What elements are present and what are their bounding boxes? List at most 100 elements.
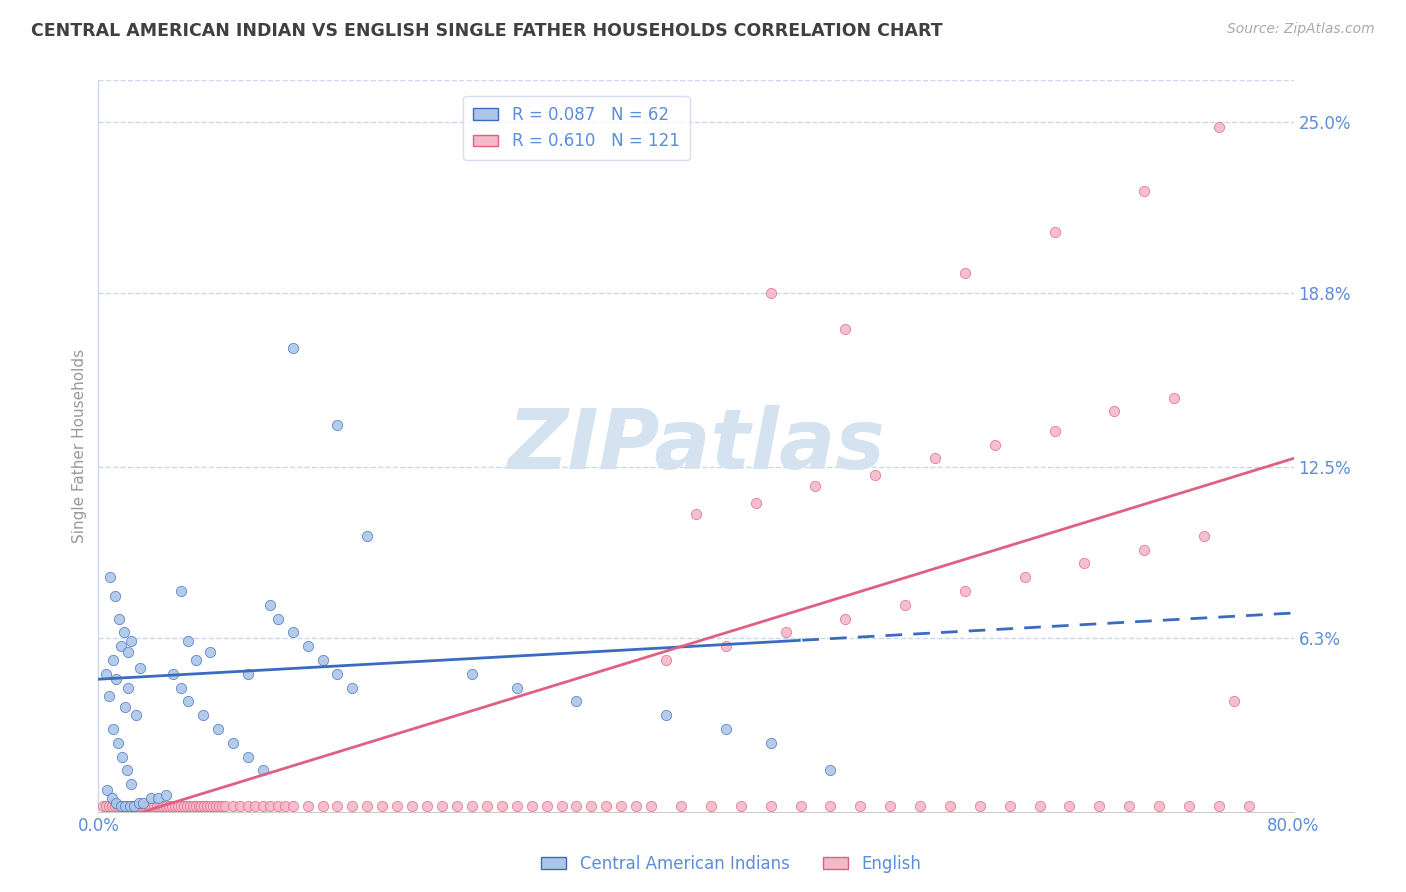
Point [132, 797, 155, 811]
Text: CENTRAL AMERICAN INDIAN VS ENGLISH SINGLE FATHER HOUSEHOLDS CORRELATION CHART: CENTRAL AMERICAN INDIAN VS ENGLISH SINGL… [31, 22, 942, 40]
Point [669, 799, 692, 814]
Point [610, 799, 633, 814]
Point [162, 666, 184, 681]
Point [139, 791, 162, 805]
Point [1237, 799, 1260, 814]
Point [259, 799, 281, 814]
Point [181, 799, 204, 814]
Point [759, 736, 782, 750]
Point [953, 267, 976, 281]
Point [104, 799, 127, 814]
Point [640, 799, 662, 814]
Point [118, 799, 141, 814]
Point [115, 799, 138, 814]
Point [207, 722, 229, 736]
Point [356, 799, 378, 814]
Point [111, 749, 134, 764]
Point [103, 653, 125, 667]
Point [252, 799, 274, 814]
Point [166, 799, 188, 814]
Point [326, 799, 349, 814]
Point [1223, 694, 1246, 708]
Point [714, 722, 737, 736]
Point [849, 799, 872, 814]
Point [236, 749, 259, 764]
Point [139, 799, 162, 814]
Point [94, 799, 117, 814]
Point [1014, 570, 1036, 584]
Point [136, 799, 159, 814]
Point [149, 799, 172, 814]
Point [97, 799, 120, 814]
Point [804, 479, 827, 493]
Text: ZIPatlas: ZIPatlas [508, 406, 884, 486]
Point [211, 799, 233, 814]
Point [252, 764, 274, 778]
Point [894, 598, 917, 612]
Point [416, 799, 439, 814]
Point [202, 799, 225, 814]
Point [155, 788, 177, 802]
Point [236, 666, 259, 681]
Point [117, 681, 139, 695]
Point [214, 799, 236, 814]
Point [939, 799, 962, 814]
Point [169, 799, 191, 814]
Point [1133, 184, 1156, 198]
Point [446, 799, 468, 814]
Point [169, 681, 191, 695]
Point [222, 736, 245, 750]
Point [879, 799, 901, 814]
Point [998, 799, 1021, 814]
Point [148, 791, 170, 805]
Point [745, 495, 768, 509]
Point [187, 799, 209, 814]
Point [1028, 799, 1050, 814]
Point [98, 570, 122, 584]
Point [1104, 404, 1126, 418]
Point [506, 681, 529, 695]
Point [730, 799, 752, 814]
Point [108, 611, 131, 625]
Point [626, 799, 648, 814]
Point [169, 583, 191, 598]
Point [908, 799, 931, 814]
Point [461, 799, 484, 814]
Point [184, 799, 207, 814]
Text: Source: ZipAtlas.com: Source: ZipAtlas.com [1227, 22, 1375, 37]
Point [259, 598, 281, 612]
Point [356, 529, 378, 543]
Point [1043, 424, 1066, 438]
Point [759, 799, 782, 814]
Point [142, 799, 165, 814]
Point [155, 799, 177, 814]
Point [120, 777, 142, 791]
Point [118, 799, 141, 814]
Point [114, 799, 136, 814]
Point [179, 799, 201, 814]
Point [1043, 225, 1066, 239]
Point [865, 467, 887, 482]
Point [112, 799, 135, 814]
Point [103, 722, 125, 736]
Point [311, 799, 333, 814]
Point [97, 689, 120, 703]
Point [91, 799, 114, 814]
Point [969, 799, 991, 814]
Point [177, 633, 200, 648]
Point [107, 736, 129, 750]
Point [565, 799, 588, 814]
Point [759, 285, 782, 300]
Point [114, 699, 136, 714]
Point [208, 799, 231, 814]
Point [200, 645, 222, 659]
Point [685, 507, 707, 521]
Point [131, 799, 153, 814]
Point [245, 799, 267, 814]
Point [163, 799, 186, 814]
Point [1073, 557, 1095, 571]
Point [104, 590, 127, 604]
Point [190, 799, 212, 814]
Point [491, 799, 513, 814]
Point [96, 782, 118, 797]
